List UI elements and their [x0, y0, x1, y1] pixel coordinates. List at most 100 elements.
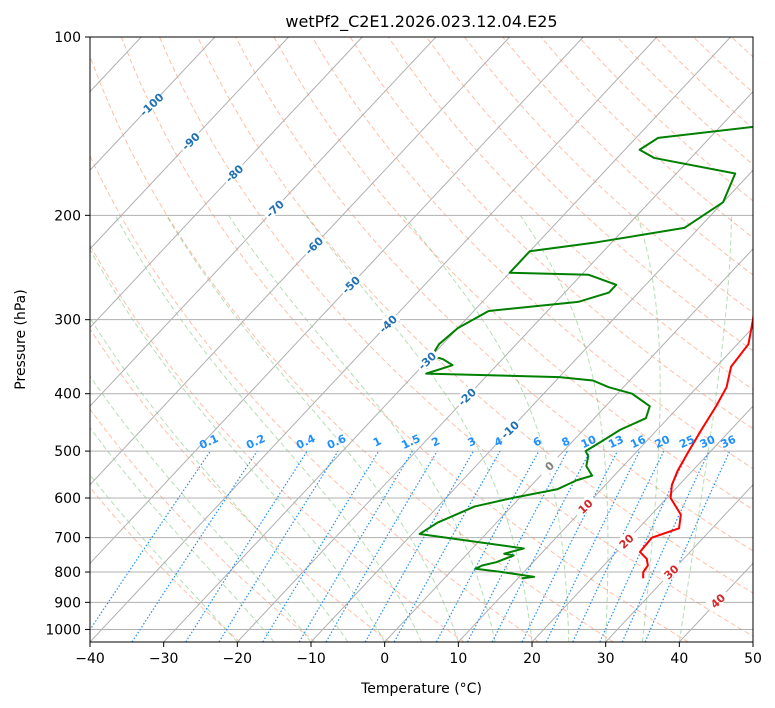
y-axis-ticks: 100 200 300 400 500 600 700 800 900 1000	[45, 30, 90, 638]
isotherm-label-bg	[571, 493, 598, 519]
x-tick-label: −40	[75, 651, 105, 667]
x-tick-label: −30	[149, 651, 179, 667]
y-tick-label: 800	[54, 565, 81, 581]
dry-adiabat-line	[90, 54, 614, 642]
x-tick-label: 0	[380, 651, 389, 667]
dry-adiabats	[90, 37, 753, 642]
dry-adiabat-line	[273, 37, 753, 511]
x-tick-label: −10	[296, 651, 326, 667]
moist-adiabat-line	[519, 215, 609, 642]
x-tick-label: 30	[597, 651, 615, 667]
isotherm-label-bg	[261, 195, 288, 221]
isotherm-label-bg	[177, 128, 203, 154]
mixing-ratio-line	[521, 450, 618, 642]
mixing-ratio-line	[466, 450, 568, 642]
x-tick-label: 40	[670, 651, 688, 667]
dry-adiabat-line	[311, 37, 753, 470]
isotherm-line	[90, 37, 584, 565]
x-axis-label: Temperature (°C)	[360, 681, 482, 697]
mixing-ratio-label: 13	[606, 433, 625, 451]
mixing-ratio-line	[621, 450, 710, 642]
mixing-ratio-line	[435, 450, 540, 642]
isotherm-line	[90, 37, 363, 329]
dry-adiabat-line	[120, 37, 689, 642]
dry-adiabat-line	[90, 244, 465, 642]
dry-adiabat-line	[464, 37, 753, 314]
y-tick-label: 700	[54, 531, 81, 547]
isotherm-label-bg	[413, 347, 440, 373]
y-tick-label: 400	[54, 387, 81, 403]
mixing-ratio-label: 30	[698, 433, 718, 451]
y-tick-label: 600	[54, 491, 81, 507]
mixing-ratio-label: 36	[719, 433, 739, 451]
isotherm-line	[384, 248, 753, 642]
isotherm-line	[163, 37, 731, 642]
isotherm-label-bg	[220, 160, 247, 186]
moist-adiabats	[90, 215, 732, 642]
x-tick-label: 50	[744, 651, 762, 667]
moist-adiabat-line	[305, 215, 533, 642]
isotherm-label-bg	[496, 416, 523, 442]
dry-adiabat-line	[90, 154, 540, 642]
x-tick-label: −20	[223, 651, 253, 667]
y-tick-label: 300	[54, 313, 81, 329]
mixing-ratio-line	[393, 450, 501, 642]
mixing-ratio-label: 10	[579, 433, 599, 451]
dry-adiabat-line	[235, 37, 753, 552]
moist-adiabat-line	[90, 316, 349, 642]
profile-series	[418, 125, 753, 580]
moist-adiabat-line	[90, 248, 386, 642]
mixing-ratio-label: 20	[653, 433, 673, 451]
moist-adiabat-line	[90, 426, 275, 642]
y-tick-label: 200	[54, 208, 81, 224]
mixing-ratio-line	[545, 450, 641, 642]
y-tick-label: 1000	[45, 622, 81, 638]
dry-adiabat-line	[90, 328, 390, 642]
mixing-ratio-line	[364, 450, 474, 642]
isotherm-label-bg	[138, 91, 164, 117]
isotherm-line	[236, 90, 753, 642]
isotherm-line	[605, 484, 753, 642]
plot-area	[90, 37, 753, 642]
dry-adiabat-line	[90, 408, 316, 642]
mixing-ratio-line	[491, 450, 591, 642]
isotherm-label-bg	[337, 271, 364, 297]
y-tick-label: 100	[54, 30, 81, 46]
isotherm-line	[90, 37, 510, 486]
x-tick-label: 20	[523, 651, 541, 667]
mixing-ratio-line	[599, 450, 690, 642]
dry-adiabat-line	[349, 37, 753, 430]
mixing-ratio-line	[572, 450, 665, 642]
y-tick-label: 900	[54, 595, 81, 611]
mixing-ratio-line	[262, 450, 380, 642]
isotherm-label-bg	[535, 452, 562, 478]
mixing-ratio-line	[185, 450, 308, 642]
dry-adiabat-line	[426, 37, 753, 352]
mixing-ratio-label: 25	[677, 433, 696, 451]
chart-title: wetPf2_C2E1.2026.023.12.04.E25	[285, 12, 557, 32]
y-axis-label: Pressure (hPa)	[13, 289, 29, 389]
isotherm-label-bg	[453, 383, 480, 409]
isotherm-label-bg	[300, 232, 327, 258]
isotherm-label-bg	[612, 528, 639, 554]
dewpoint-profile-line	[418, 125, 753, 580]
moist-adiabat-line	[402, 215, 570, 642]
mixing-ratio-line	[131, 450, 258, 642]
mixing-ratio-line	[218, 450, 339, 642]
x-tick-label: 10	[449, 651, 467, 667]
isotherm-line	[310, 169, 753, 642]
mixing-ratio-lines	[90, 450, 731, 642]
y-tick-label: 500	[54, 444, 81, 460]
isotherm-label-bg	[704, 587, 731, 613]
isotherm-label-bg	[657, 558, 684, 584]
isotherm-line	[90, 37, 216, 172]
x-axis-ticks: −40 −30 −20 −10 0 10 20 30 40 50	[75, 642, 762, 667]
mixing-ratio-label: 16	[628, 433, 648, 451]
moist-adiabat-line	[678, 215, 732, 642]
moist-adiabat-line	[114, 215, 422, 642]
isotherm-line	[457, 326, 753, 642]
isotherm-label-bg	[374, 310, 401, 336]
temperature-profile-line	[638, 310, 753, 579]
